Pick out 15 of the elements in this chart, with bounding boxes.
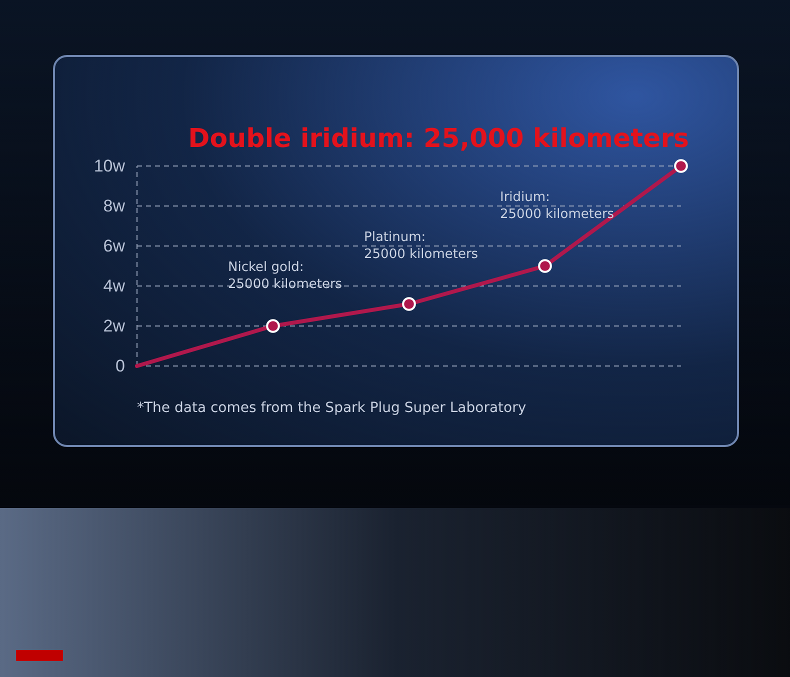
y-tick-label: 2w bbox=[103, 316, 126, 336]
y-tick-label: 6w bbox=[103, 236, 126, 256]
point bbox=[402, 297, 416, 311]
y-tick-label: 8w bbox=[103, 196, 126, 216]
point bbox=[266, 319, 280, 333]
text: *The data comes from the Spark Plug Super Laboratory bbox=[137, 400, 526, 416]
annotation: Platinum: 25000 kilometers bbox=[364, 230, 478, 262]
annotation: Iridium: 25000 kilometers bbox=[500, 190, 614, 222]
y-tick-label: 4w bbox=[103, 276, 126, 296]
point bbox=[538, 259, 552, 273]
y-tick-label: 0 bbox=[116, 356, 125, 376]
point bbox=[674, 159, 688, 173]
chart-title: Double iridium: 25,000 kilometers bbox=[188, 124, 689, 154]
y-tick-label: 10w bbox=[94, 156, 126, 176]
annotation: Nickel gold: 25000 kilometers bbox=[228, 260, 342, 292]
